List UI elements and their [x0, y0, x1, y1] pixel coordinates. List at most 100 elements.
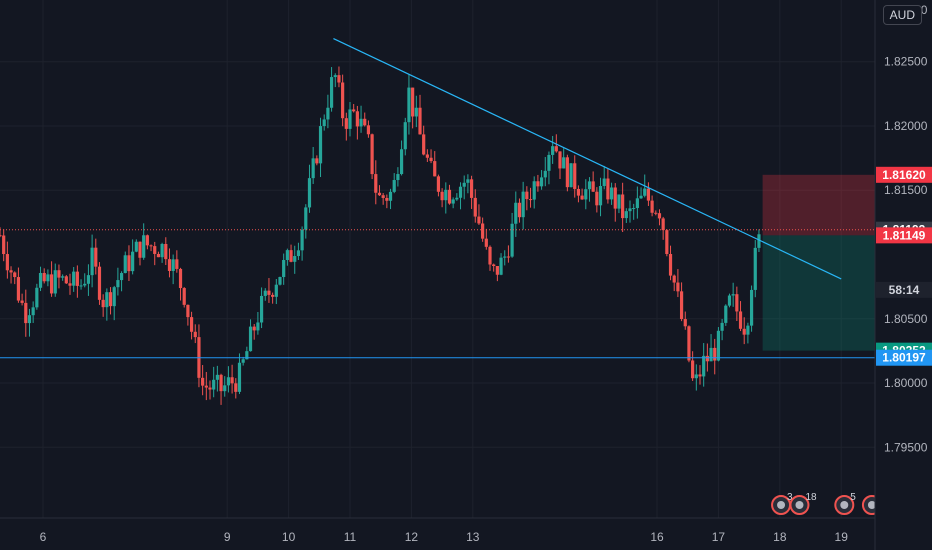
candle [621, 182, 625, 233]
candle-body [609, 187, 614, 200]
candle-body [392, 180, 396, 192]
candle-body [61, 276, 65, 278]
candle-body [643, 188, 647, 196]
candle-body [654, 212, 658, 214]
y-tick-label: 1.80500 [884, 312, 928, 326]
candle-body [83, 283, 87, 286]
candle [142, 223, 146, 260]
candle-body [348, 109, 352, 129]
candle-body [296, 250, 301, 257]
candle [46, 269, 50, 287]
candle-body [411, 87, 415, 117]
candle-body [668, 253, 673, 276]
candle-body [746, 325, 750, 335]
candle [558, 151, 562, 180]
candle-body [175, 259, 179, 269]
candle-body [477, 216, 481, 224]
candle [679, 282, 684, 322]
price-label-box [876, 227, 932, 244]
currency-label[interactable]: AUD [882, 5, 922, 25]
price-axis [875, 0, 932, 550]
candle [455, 193, 459, 201]
candle [105, 288, 109, 321]
candle-body [539, 177, 544, 187]
candle [573, 155, 577, 198]
y-tick-label: 1.80000 [884, 376, 928, 390]
candle-body [112, 287, 116, 307]
candle-body [241, 359, 245, 363]
candle [429, 149, 433, 164]
candle-body [595, 191, 599, 206]
candle-body [344, 118, 348, 129]
candle-body [562, 157, 566, 169]
price-label-text: 1.81149 [883, 228, 926, 242]
candle-body [705, 355, 709, 362]
candle [661, 216, 665, 240]
candle [388, 188, 393, 210]
candle [178, 267, 183, 301]
candle [473, 189, 477, 223]
candle [204, 371, 208, 401]
candle-body [473, 197, 477, 217]
candle-body [167, 259, 172, 271]
candle [337, 66, 341, 88]
candle [61, 274, 65, 281]
candle [584, 179, 588, 210]
candle-body [289, 250, 293, 262]
candle-body [223, 385, 227, 392]
candle-body [521, 191, 525, 218]
candle [691, 351, 695, 381]
event-globe-icon [777, 501, 786, 509]
candle [153, 241, 157, 266]
candle [602, 165, 606, 190]
candle-body [617, 194, 621, 209]
candle [444, 182, 448, 214]
candle-body [573, 163, 577, 189]
candle [223, 376, 227, 397]
candle [355, 105, 359, 140]
candle [580, 188, 584, 200]
candle-body [528, 199, 533, 201]
candle-body [698, 374, 702, 377]
event-count: 18 [805, 492, 817, 503]
candle-body [153, 246, 157, 254]
candle-body [31, 307, 35, 316]
candle-body [613, 187, 617, 209]
candle-body [108, 292, 113, 307]
candle [267, 278, 271, 303]
candle [318, 117, 323, 178]
candle [271, 292, 275, 304]
candle [374, 160, 378, 205]
grid [0, 0, 875, 518]
event-badge[interactable]: 5 [834, 492, 856, 515]
candle-body [307, 178, 312, 208]
candle-body [293, 256, 297, 262]
candle-body [676, 282, 680, 292]
candle-body [127, 255, 131, 272]
y-tick-label: 1.82000 [884, 119, 928, 133]
candle [72, 267, 76, 292]
candle-body [551, 146, 555, 155]
price-label: 1.81149 [876, 227, 932, 244]
candle [186, 304, 190, 326]
candle-body [602, 178, 606, 187]
candle [451, 197, 455, 209]
candle [259, 287, 264, 329]
candle-body [691, 360, 695, 379]
candle-body [234, 383, 238, 392]
candle-body [661, 218, 665, 231]
price-label: 58:14 [876, 281, 932, 298]
candle [293, 245, 297, 274]
candle [694, 364, 698, 391]
candle-body [536, 181, 540, 187]
candle [86, 264, 91, 296]
candle [201, 365, 205, 396]
candle-body [79, 285, 83, 287]
event-badge[interactable]: 18 [789, 492, 817, 515]
candle [757, 229, 761, 253]
candle-body [702, 355, 706, 377]
candle [713, 338, 717, 375]
price-label: 1.80197 [876, 349, 932, 366]
candle-body [94, 247, 98, 267]
